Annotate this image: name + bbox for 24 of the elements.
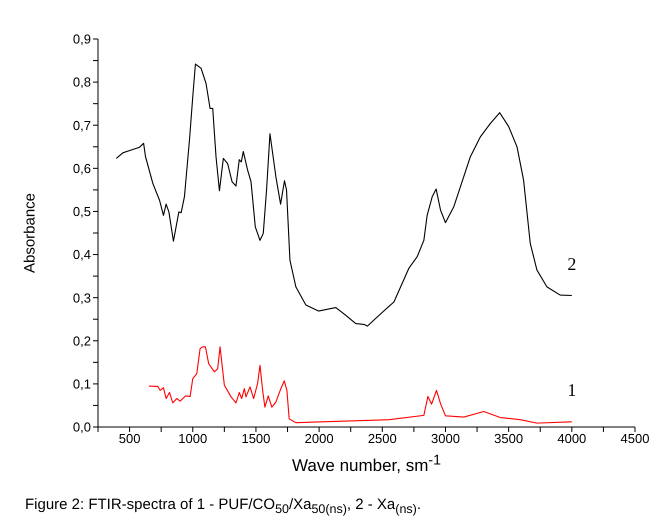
x-tick-label: 4500 — [620, 431, 650, 446]
x-tick-label: 1500 — [241, 431, 270, 446]
x-tick-label: 3000 — [431, 431, 460, 446]
x-tick-label: 3500 — [494, 431, 524, 446]
y-tick-label: 0,0 — [72, 420, 91, 435]
y-tick-label: 0,5 — [72, 204, 91, 220]
y-tick-label: 0,1 — [72, 376, 91, 392]
x-tick-label: 2500 — [368, 431, 397, 446]
y-tick-label: 0,9 — [72, 32, 91, 47]
y-tick-label: 0,4 — [72, 247, 91, 262]
y-tick-label: 0,2 — [72, 333, 91, 348]
x-tick-label: 4000 — [557, 431, 586, 446]
x-axis-title: Wave number, sm$^{-1}$ — [292, 452, 441, 475]
caption: Figure 2: FTIR-spectra of 1 - PUF/CO$_{50}$/Xa$_{50(ns)}$, 2 - Xa$_{(ns)}$. — [25, 496, 421, 516]
x-tick-label: 500 — [118, 431, 140, 446]
series-label: 2 — [567, 254, 576, 274]
y-axis-title: Absorbance — [22, 192, 38, 274]
y-tick-label: 0,7 — [72, 118, 91, 133]
series-label: 1 — [567, 380, 576, 400]
x-tick-label: 2000 — [304, 431, 334, 446]
x-tick-label: 1000 — [178, 431, 208, 446]
y-tick-label: 0,3 — [72, 290, 91, 306]
y-tick-label: 0,8 — [72, 74, 91, 90]
y-tick-label: 0,6 — [72, 160, 91, 176]
